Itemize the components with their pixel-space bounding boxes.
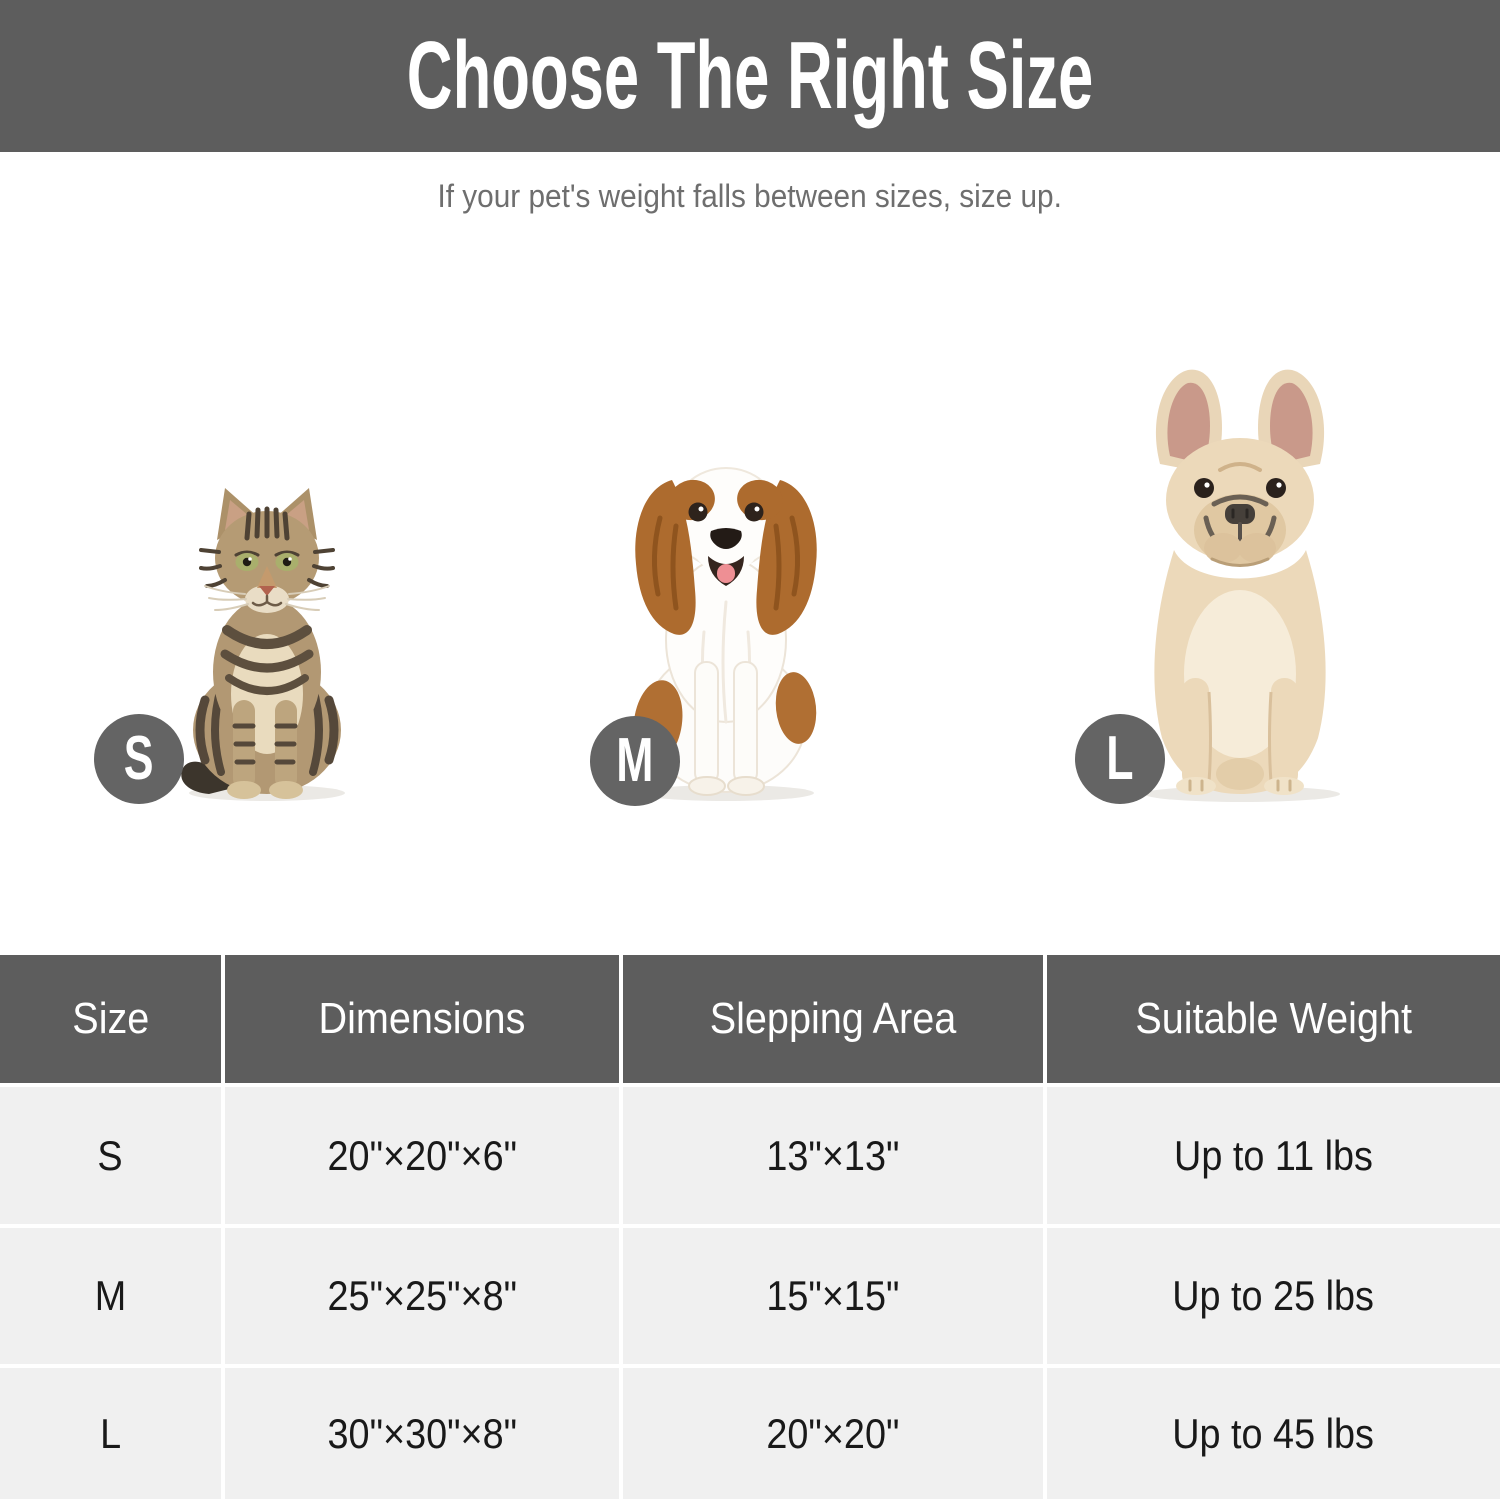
size-badge-l: L <box>1075 714 1165 804</box>
size-badge-m: M <box>590 716 680 806</box>
table-cell-weight-m: Up to 25 lbs <box>1047 1228 1500 1364</box>
size-badge-l-label: L <box>1106 724 1134 793</box>
table-cell-dimensions-s: 20"×20"×6" <box>225 1087 619 1224</box>
subtitle: If your pet's weight falls between sizes… <box>0 178 1500 215</box>
table-header-suitable-weight: Suitable Weight <box>1047 955 1500 1083</box>
table-cell-sleeping-m: 15"×15" <box>623 1228 1043 1364</box>
french-bulldog-image <box>1144 369 1340 802</box>
table-cell-dimensions-m: 25"×25"×8" <box>225 1228 619 1364</box>
table-cell-size-m: M <box>0 1228 221 1364</box>
table-header-sleeping-area: Slepping Area <box>623 955 1043 1083</box>
table-cell-dimensions-l: 30"×30"×8" <box>225 1368 619 1499</box>
size-badge-m-label: M <box>616 726 654 795</box>
page-title: Choose The Right Size <box>406 22 1094 129</box>
table-header-dimensions: Dimensions <box>225 955 619 1083</box>
table-cell-size-s: S <box>0 1087 221 1224</box>
subtitle-text: If your pet's weight falls between sizes… <box>437 178 1063 214</box>
table-cell-sleeping-l: 20"×20" <box>623 1368 1043 1499</box>
pets-row: S M L <box>94 369 1340 806</box>
banner: Choose The Right Size <box>0 0 1500 152</box>
table-cell-size-l: L <box>0 1368 221 1499</box>
size-badge-s: S <box>94 714 184 804</box>
cat-image <box>181 488 345 801</box>
table-cell-weight-s: Up to 11 lbs <box>1047 1087 1500 1224</box>
table-header-size: Size <box>0 955 221 1083</box>
table-cell-sleeping-s: 13"×13" <box>623 1087 1043 1224</box>
spaniel-image <box>633 467 817 801</box>
table-cell-weight-l: Up to 45 lbs <box>1047 1368 1500 1499</box>
size-table: Size Dimensions Slepping Area Suitable W… <box>0 955 1500 1500</box>
size-badge-s-label: S <box>124 724 154 793</box>
